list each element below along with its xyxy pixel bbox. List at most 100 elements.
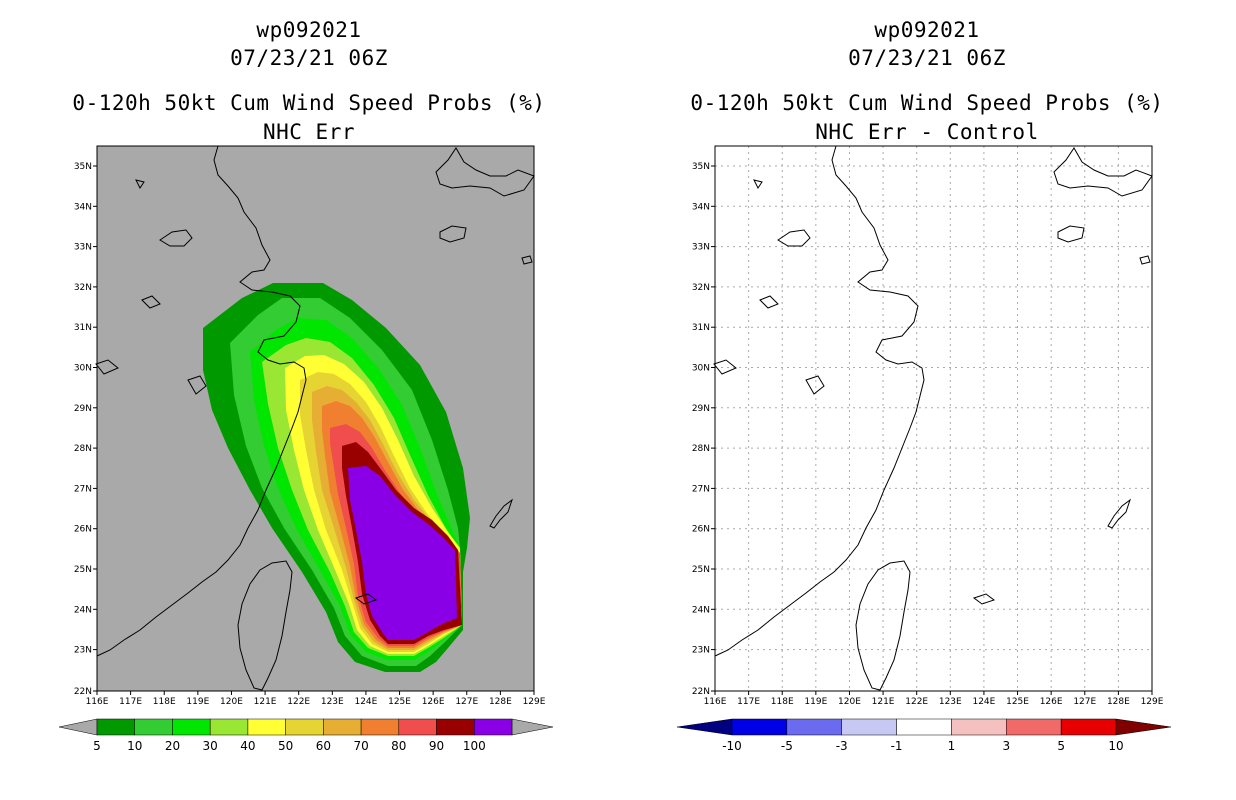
right-colorbar-low-arrow — [676, 718, 733, 736]
taiwan-island — [237, 560, 293, 691]
right-lat-label: 32N — [692, 283, 710, 293]
right-lon-label: 124E — [972, 697, 995, 707]
left-lon-label: 128E — [489, 697, 512, 707]
small-island-2 — [159, 229, 193, 247]
right-colorbar-label: 10 — [1108, 739, 1123, 753]
left-lon-label: 123E — [321, 697, 344, 707]
right-lat-label: 26N — [692, 525, 710, 535]
left-colorbar: 5 10 20 30 40 50 60 70 80 90 100 — [58, 718, 554, 753]
small-island-4 — [95, 359, 119, 375]
right-colorbar-label: -10 — [722, 739, 742, 753]
left-colorbar-box — [134, 718, 173, 736]
left-title-product: 0-120h 50kt Cum Wind Speed Probs (%) — [72, 91, 546, 115]
left-lon-label: 125E — [388, 697, 411, 707]
left-colorbar-boxes — [96, 718, 513, 736]
right-title-storm-id: wp092021 — [874, 18, 980, 42]
right-colorbar-label: 1 — [948, 739, 956, 753]
left-lon-label: 127E — [455, 697, 478, 707]
left-lat-label: 35N — [74, 162, 92, 172]
left-lat-label: 23N — [74, 646, 92, 656]
japan-kyushu — [435, 147, 535, 197]
left-colorbar-box — [323, 718, 362, 736]
left-title-date: 07/23/21 06Z — [230, 46, 388, 70]
left-colorbar-label: 100 — [463, 739, 486, 753]
right-lat-labels: 35N 34N 33N 32N 31N 30N 29N 28N 27N 26N 25N 24N 23N 2… — [692, 162, 715, 697]
left-lat-label: 31N — [74, 323, 92, 333]
left-colorbar-box — [172, 718, 211, 736]
right-lat-label: 23N — [692, 646, 710, 656]
china-coastline — [96, 145, 307, 657]
right-lat-label: 33N — [692, 243, 710, 253]
left-lon-label: 124E — [354, 697, 377, 707]
right-lat-label: 22N — [692, 687, 710, 697]
right-title-method: NHC Err - Control — [815, 120, 1039, 144]
left-colorbar-box — [247, 718, 286, 736]
probability-swath — [203, 283, 470, 672]
left-colorbar-box — [360, 718, 400, 736]
okinawa-islands — [489, 498, 513, 529]
right-lat-label: 31N — [692, 323, 710, 333]
left-title-method: NHC Err — [262, 120, 355, 144]
left-colorbar-box — [209, 718, 249, 736]
right-map-frame — [714, 145, 1153, 692]
small-island-1 — [135, 179, 145, 189]
right-lat-label: 29N — [692, 404, 710, 414]
right-title-product: 0-120h 50kt Cum Wind Speed Probs (%) — [690, 91, 1164, 115]
left-panel: wp092021 07/23/21 06Z 0-120h 50kt Cum Wi… — [58, 18, 554, 753]
right-colorbar-label: 3 — [1002, 739, 1010, 753]
right-axes: 35N 34N 33N 32N 31N 30N 29N 28N 27N 26N 25N 24N 23N 2… — [692, 145, 1164, 707]
left-title-storm-id: wp092021 — [256, 18, 362, 42]
right-colorbar-box — [1006, 718, 1062, 736]
right-colorbar-box — [841, 718, 897, 736]
right-lon-label: 128E — [1107, 697, 1130, 707]
small-island-7 — [1139, 255, 1151, 265]
left-axes: 35N 34N 33N 32N 31N 30N 29N 28N 27N 26N 25N 24N 23N 2… — [74, 145, 546, 707]
korea-island — [439, 225, 467, 243]
small-island-3 — [759, 295, 779, 309]
right-lon-label: 126E — [1040, 697, 1063, 707]
right-lon-label: 129E — [1141, 697, 1164, 707]
left-lat-label: 29N — [74, 404, 92, 414]
left-lat-label: 27N — [74, 484, 92, 494]
left-lon-label: 122E — [287, 697, 310, 707]
right-colorbar-box — [896, 718, 952, 736]
right-colorbar-box — [951, 718, 1007, 736]
right-colorbar-box — [786, 718, 842, 736]
left-lon-label: 126E — [422, 697, 445, 707]
left-lon-label: 119E — [186, 697, 209, 707]
left-map-frame — [96, 145, 535, 692]
left-colorbar-low-arrow — [58, 718, 98, 736]
left-colorbar-label: 80 — [391, 739, 406, 753]
right-lon-label: 116E — [704, 697, 727, 707]
left-lat-label: 30N — [74, 364, 92, 374]
small-island-1 — [753, 179, 763, 189]
right-lat-label: 28N — [692, 444, 710, 454]
small-island-3 — [141, 295, 161, 309]
right-map-background — [715, 146, 1152, 691]
left-colorbar-label: 90 — [429, 739, 444, 753]
right-colorbar-boxes — [676, 718, 1172, 736]
right-lon-label: 123E — [939, 697, 962, 707]
small-island-2 — [777, 229, 811, 247]
left-lat-label: 28N — [74, 444, 92, 454]
china-coastline — [714, 145, 925, 657]
left-lat-label: 26N — [74, 525, 92, 535]
right-lat-label: 27N — [692, 484, 710, 494]
left-lat-label: 25N — [74, 565, 92, 575]
right-map: 35N 34N 33N 32N 31N 30N 29N 28N 27N 26N 25N 24N 23N 2… — [676, 145, 1172, 753]
right-lon-label: 120E — [838, 697, 861, 707]
left-coastlines — [95, 145, 535, 691]
left-colorbar-label: 20 — [165, 739, 180, 753]
small-island-4 — [713, 359, 737, 375]
small-island-7 — [521, 255, 533, 265]
right-coastlines — [713, 145, 1153, 691]
right-colorbar: -10 -5 -3 -1 1 3 5 10 — [676, 718, 1172, 753]
right-colorbar-high-arrow — [1115, 718, 1172, 736]
right-title-date: 07/23/21 06Z — [848, 46, 1006, 70]
japan-kyushu — [1053, 147, 1153, 197]
right-lat-label: 34N — [692, 202, 710, 212]
left-lon-label: 129E — [523, 697, 546, 707]
swath-100 — [348, 466, 457, 640]
korea-island — [1057, 225, 1085, 243]
small-island-5 — [805, 375, 825, 395]
